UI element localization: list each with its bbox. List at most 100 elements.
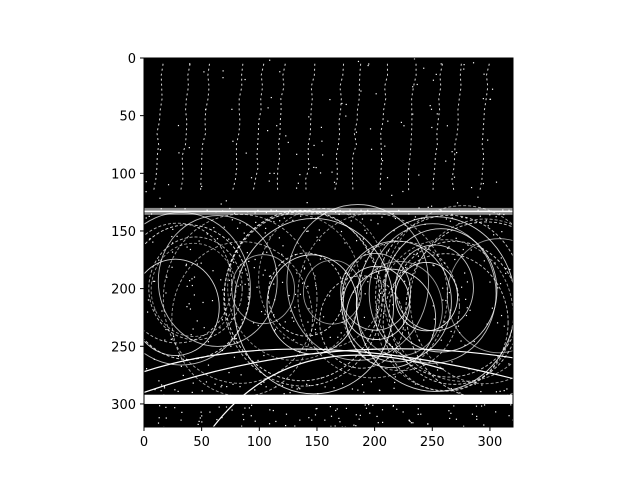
image-speckle <box>294 254 296 256</box>
image-speckle <box>314 275 316 277</box>
image-speckle <box>199 417 201 419</box>
image-speckle <box>345 272 347 275</box>
image-speckle <box>392 404 395 407</box>
image-arc <box>162 213 318 384</box>
image-speckle <box>164 339 166 341</box>
image-streak <box>432 63 443 191</box>
image-speckle <box>171 266 173 268</box>
image-speckle <box>423 67 425 69</box>
image-speckle <box>163 394 165 396</box>
image-speckle <box>216 238 219 240</box>
image-speckle <box>465 314 468 317</box>
image-speckle <box>349 209 351 211</box>
image-speckle <box>384 145 386 147</box>
image-speckle <box>318 229 320 231</box>
image-speckle <box>448 291 450 294</box>
image-speckle <box>260 383 262 386</box>
image-speckle <box>456 202 459 204</box>
y-tick-label: 100 <box>111 167 136 182</box>
image-arc <box>394 261 458 332</box>
image-speckle <box>509 268 511 271</box>
image-speckle <box>253 267 255 269</box>
image-speckle <box>360 90 362 92</box>
image-speckle <box>378 299 380 301</box>
image-speckle <box>189 308 192 310</box>
image-speckle <box>453 176 456 178</box>
image-speckle <box>299 419 301 421</box>
image-speckle <box>177 124 180 127</box>
image-speckle <box>229 207 231 210</box>
image-arc <box>340 252 411 331</box>
image-speckle <box>272 210 275 212</box>
image-speckle <box>262 252 264 254</box>
image-speckle <box>446 125 448 127</box>
image-streak <box>153 63 164 191</box>
image-speckle <box>474 383 476 385</box>
image-arc <box>157 215 278 347</box>
image-speckle <box>231 409 233 411</box>
image-speckle <box>233 338 236 340</box>
image-speckle <box>254 420 256 422</box>
image-speckle <box>503 213 505 216</box>
image-speckle <box>275 209 278 212</box>
image-panel <box>143 57 514 428</box>
y-tick-label: 0 <box>128 52 136 67</box>
image-speckle <box>441 327 443 329</box>
image-speckle <box>423 379 425 381</box>
image-streak <box>334 63 345 191</box>
image-speckle <box>459 332 461 334</box>
image-speckle <box>416 83 418 86</box>
image-speckle <box>456 287 458 289</box>
image-arc <box>341 240 452 363</box>
image-speckle <box>283 393 285 395</box>
x-tick-label: 150 <box>305 435 330 450</box>
image-speckle <box>288 294 290 297</box>
image-speckle <box>494 262 496 264</box>
image-speckle <box>313 166 315 169</box>
image-speckle <box>417 249 419 251</box>
x-tick-label: 50 <box>193 435 210 450</box>
image-speckle <box>500 314 503 317</box>
image-speckle <box>477 196 479 198</box>
image-speckle <box>432 305 434 307</box>
image-speckle <box>329 405 331 408</box>
image-speckle <box>376 308 379 311</box>
image-speckle <box>330 415 333 417</box>
image-speckle <box>341 383 344 385</box>
image-speckle <box>268 275 271 277</box>
image-speckle <box>508 209 510 211</box>
image-speckle <box>266 246 268 248</box>
image-speckle <box>448 410 450 412</box>
image-speckle <box>391 294 393 296</box>
image-speckle <box>325 211 327 213</box>
image-speckle <box>463 64 465 66</box>
image-speckle <box>240 269 242 271</box>
image-speckle <box>458 210 460 212</box>
image-speckle <box>167 184 170 186</box>
image-speckle <box>171 235 173 238</box>
image-speckle <box>296 388 298 390</box>
image-speckle <box>463 68 465 70</box>
image-speckle <box>350 220 352 222</box>
image-speckle <box>214 383 216 385</box>
image-speckle <box>229 343 231 345</box>
image-arc <box>319 275 405 369</box>
image-speckle <box>362 277 364 279</box>
image-speckle <box>250 415 252 417</box>
image-speckle <box>360 209 362 211</box>
image-speckle <box>364 404 366 406</box>
image-speckle <box>231 219 233 221</box>
image-speckle <box>487 225 489 227</box>
image-speckle <box>318 239 321 241</box>
image-speckle <box>265 386 267 388</box>
image-speckle <box>335 211 337 213</box>
image-speckle <box>355 425 357 427</box>
image-speckle <box>341 102 343 105</box>
image-speckle <box>404 280 406 282</box>
image-speckle <box>417 255 420 257</box>
image-speckle <box>275 386 277 388</box>
image-speckle <box>278 237 281 239</box>
image-speckle <box>418 339 420 341</box>
image-speckle <box>185 264 187 267</box>
image-speckle <box>465 217 467 219</box>
